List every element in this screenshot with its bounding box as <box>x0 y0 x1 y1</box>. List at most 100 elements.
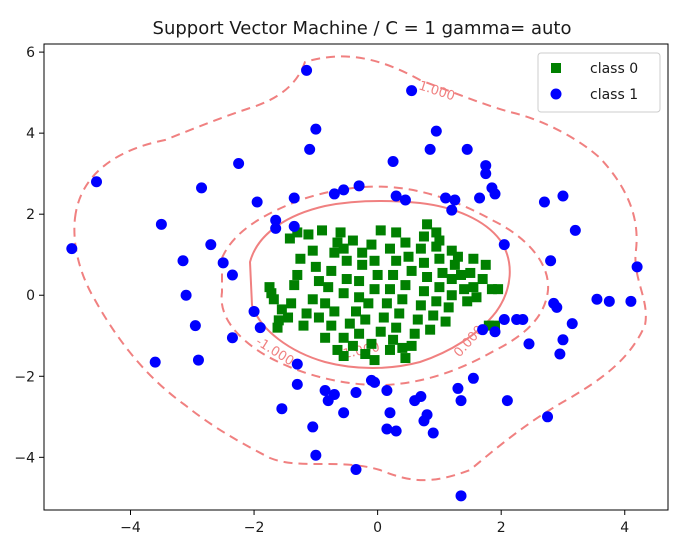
class1-point <box>226 332 238 344</box>
decision-boundary-contours <box>73 55 647 482</box>
class0-point <box>418 257 429 268</box>
x-tick-label: 0 <box>373 520 382 536</box>
class0-point <box>323 282 334 293</box>
class0-point <box>391 227 402 238</box>
class0-point <box>289 280 300 291</box>
class1-point <box>270 214 282 226</box>
class0-point <box>400 280 411 291</box>
class0-point <box>480 259 491 270</box>
class0-point <box>292 269 303 280</box>
class0-point <box>347 340 358 351</box>
class0-point <box>375 326 386 337</box>
class1-point <box>440 192 452 204</box>
class0-point <box>446 245 457 256</box>
class0-point <box>400 237 411 248</box>
class0-point <box>310 261 321 272</box>
class0-point <box>307 245 318 256</box>
class0-point <box>332 344 343 355</box>
class1-point <box>480 160 492 172</box>
class1-point <box>226 269 238 281</box>
class1-point <box>551 301 563 313</box>
class0-point <box>360 314 371 325</box>
class0-point <box>298 320 309 331</box>
plot-area-frame <box>43 43 669 511</box>
class1-point <box>270 222 282 234</box>
class0-point <box>338 288 349 299</box>
class0-point <box>391 322 402 333</box>
class1-point <box>446 204 458 216</box>
class1-point <box>155 218 167 230</box>
class1-point <box>474 192 486 204</box>
class1-point <box>304 143 316 155</box>
class0-point <box>412 314 423 325</box>
class0-point <box>400 353 411 364</box>
class0-point <box>452 251 463 262</box>
x-tick-label: −2 <box>244 520 265 536</box>
class0-point <box>422 272 433 282</box>
y-tick-label: −2 <box>14 369 35 385</box>
class0-point <box>283 312 294 323</box>
class0-point <box>369 355 380 366</box>
class0-point <box>341 274 352 285</box>
class0-point <box>431 227 442 238</box>
class0-point <box>295 253 306 264</box>
class1-point <box>310 449 322 461</box>
class1-point <box>288 220 300 232</box>
class0-point <box>425 324 436 335</box>
class0-point <box>369 255 380 266</box>
class1-point <box>390 190 402 202</box>
class1-point <box>449 194 461 206</box>
class0-point <box>335 227 346 238</box>
class0-point <box>329 306 340 317</box>
class0-point <box>397 342 408 353</box>
class1-point <box>66 243 78 255</box>
class1-point <box>291 358 303 370</box>
class0-point <box>338 332 349 343</box>
x-tick-label: 2 <box>497 520 506 536</box>
class0-point <box>313 312 324 323</box>
class0-point <box>384 243 395 254</box>
legend-frame <box>537 52 661 113</box>
class1-point <box>291 378 303 390</box>
class0-point <box>431 296 442 307</box>
class0-point <box>354 292 365 303</box>
class0-point <box>384 344 395 355</box>
class1-point <box>427 427 439 439</box>
class0-point <box>397 294 408 305</box>
y-axis: −4 −2 0 2 4 6 <box>14 45 44 466</box>
class1-point <box>545 255 557 267</box>
class1-point <box>149 356 161 368</box>
class1-point <box>189 320 201 332</box>
class0-point <box>372 269 383 280</box>
class1-point <box>421 409 433 421</box>
class1-point <box>192 354 204 366</box>
class1-point <box>248 305 260 317</box>
legend-class0-marker <box>551 63 561 73</box>
class0-point <box>354 328 365 339</box>
class1-point <box>338 407 350 419</box>
contour-labels: 1.000 -1.000 0.000 -1.000 <box>253 79 487 370</box>
class1-point <box>430 125 442 137</box>
class0-point <box>431 241 442 252</box>
class0-point <box>273 315 284 326</box>
contour-level-zero <box>248 200 511 369</box>
class1-point <box>384 407 396 419</box>
class1-point <box>288 192 300 204</box>
class1-point <box>538 196 550 208</box>
class0-point <box>418 231 429 242</box>
class0-point <box>292 227 303 238</box>
class0-point <box>320 298 331 309</box>
y-tick-label: 6 <box>26 45 35 61</box>
class0-point <box>344 318 355 329</box>
class1-point <box>307 421 319 433</box>
class1-point <box>554 348 566 360</box>
class0-point <box>284 233 295 244</box>
class1-point <box>542 411 554 423</box>
class1-point <box>254 322 266 334</box>
y-tick-label: 2 <box>26 207 35 223</box>
class0-point <box>388 334 399 345</box>
class0-point <box>388 269 399 280</box>
class0-point <box>272 322 283 333</box>
class0-point <box>486 284 497 295</box>
